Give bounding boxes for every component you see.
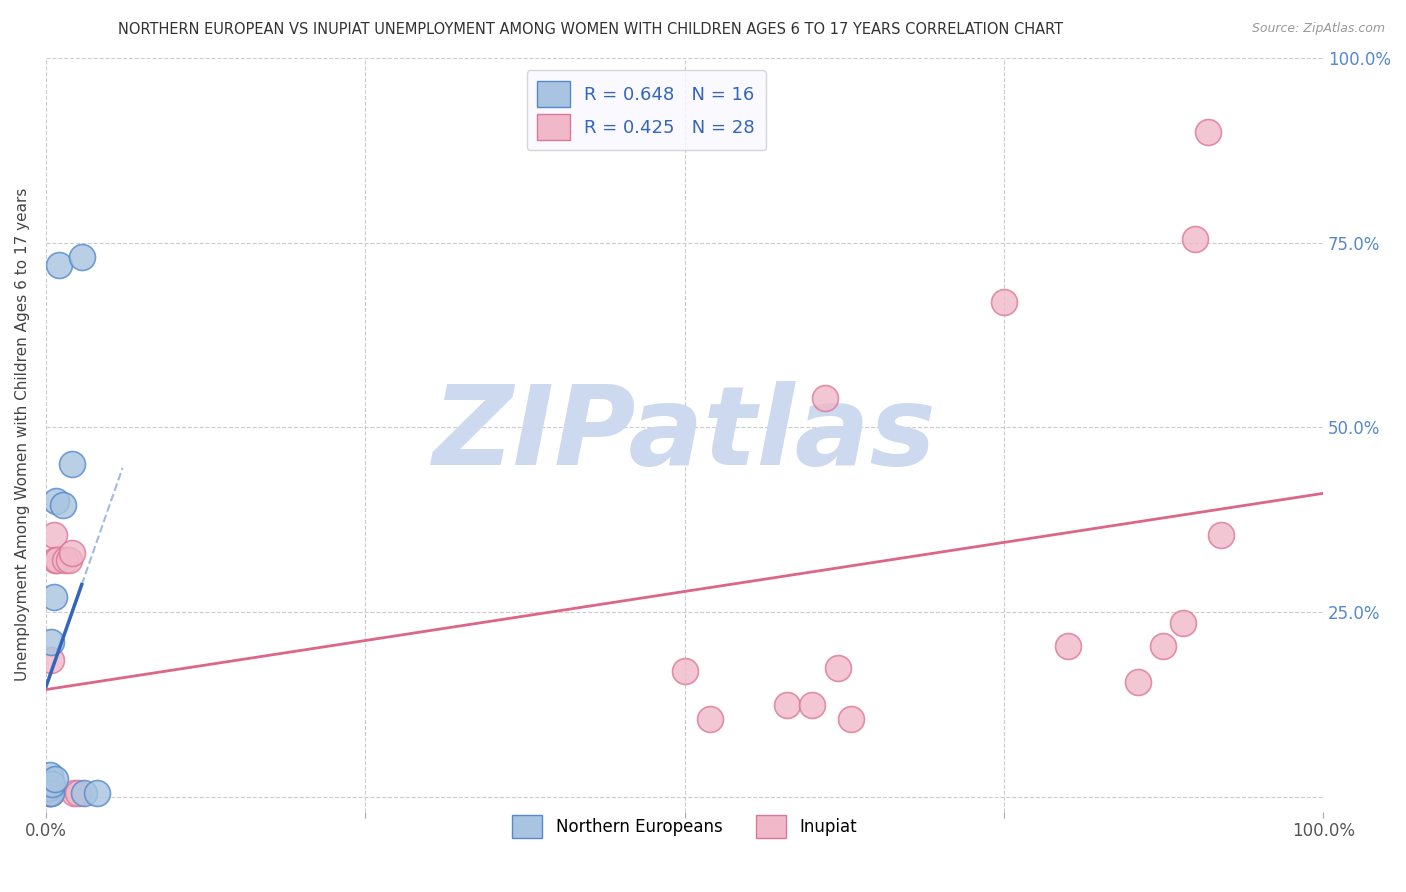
Point [38,786,60,800]
Point [60,546,83,560]
Point [38,781,60,796]
Point [73,786,96,800]
Point [70,250,93,264]
Point [1153,639,1175,653]
Point [39,635,62,649]
Point [839,713,862,727]
Point [1056,639,1078,653]
Text: Source: ZipAtlas.com: Source: ZipAtlas.com [1251,22,1385,36]
Point [63,786,86,800]
Point [38,775,60,789]
Point [45,494,67,508]
Point [60,458,83,472]
Point [1126,675,1149,690]
Point [1171,616,1194,631]
Point [52,498,75,512]
Point [58,553,80,567]
Point [42,591,65,605]
Point [41,777,63,791]
Point [776,698,799,712]
Point [46,553,69,567]
Point [39,786,62,800]
Point [699,713,721,727]
Point [673,665,696,679]
Y-axis label: Unemployment Among Women with Children Ages 6 to 17 years: Unemployment Among Women with Children A… [15,188,30,681]
Point [44,553,66,567]
Point [86,786,108,800]
Point [993,294,1015,309]
Point [38,768,60,782]
Point [39,786,62,800]
Point [41,782,63,797]
Point [53,553,76,567]
Text: NORTHERN EUROPEAN VS INUPIAT UNEMPLOYMENT AMONG WOMEN WITH CHILDREN AGES 6 TO 17: NORTHERN EUROPEAN VS INUPIAT UNEMPLOYMEN… [118,22,1063,37]
Point [39,653,62,667]
Point [1209,527,1232,541]
Legend: Northern Europeans, Inupiat: Northern Europeans, Inupiat [506,808,863,845]
Text: ZIPatlas: ZIPatlas [433,381,936,488]
Point [38,781,60,796]
Point [42,527,65,541]
Point [801,698,824,712]
Point [1184,232,1206,246]
Point [44,772,66,786]
Point [1197,125,1219,139]
Point [38,786,60,800]
Point [827,661,849,675]
Point [48,258,70,272]
Point [814,391,837,405]
Point [66,786,89,800]
